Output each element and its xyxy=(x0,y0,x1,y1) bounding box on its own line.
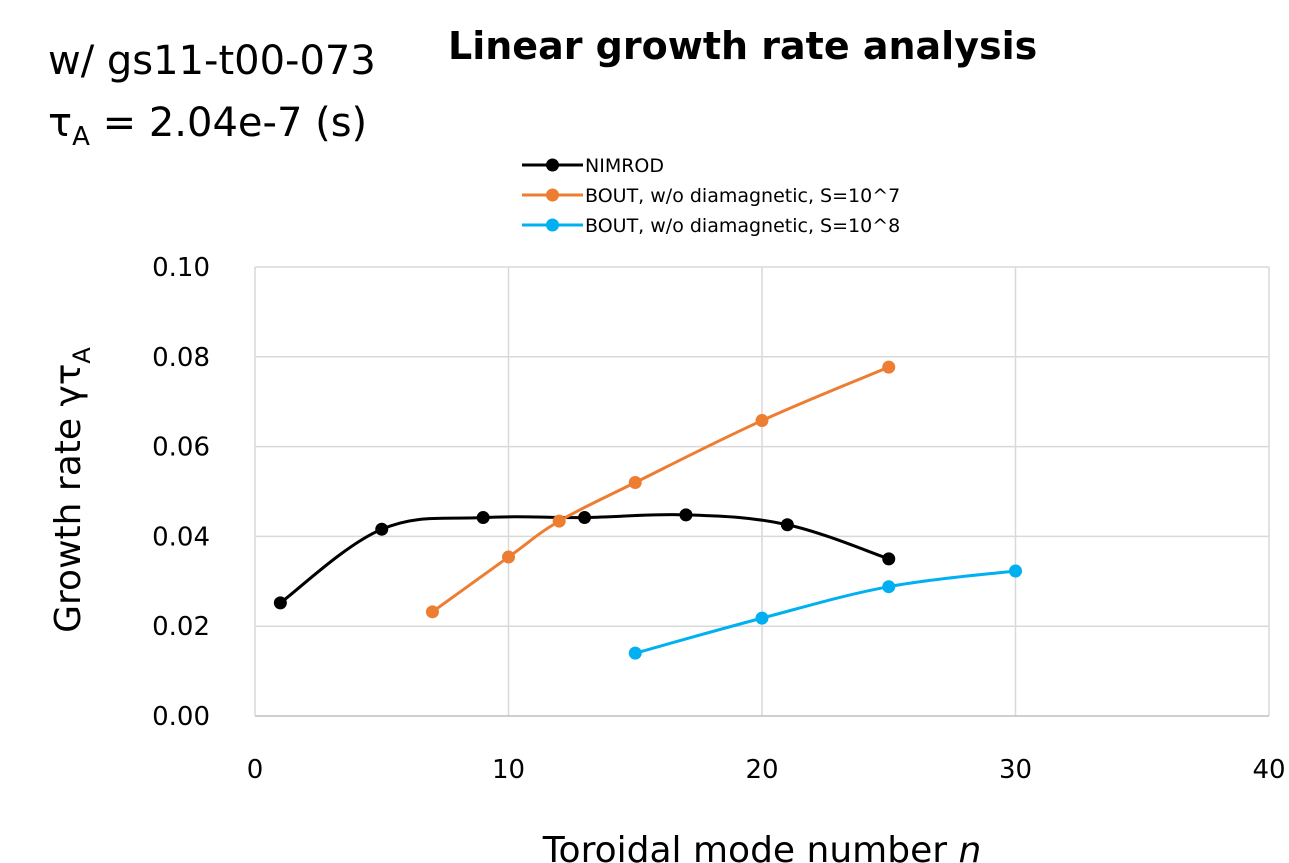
y-axis-title: Growth rate γτA xyxy=(48,347,96,633)
y-axis-title-text: Growth rate γτ xyxy=(48,364,89,633)
series-2-point xyxy=(882,360,896,374)
y-tick-label: 0.10 xyxy=(152,253,210,283)
series-2-point xyxy=(425,605,439,619)
series-2-point xyxy=(755,414,769,428)
series-2-point xyxy=(552,514,566,528)
legend-label-1: NIMROD xyxy=(585,155,664,177)
plot-area: 0.00 0.02 0.04 0.06 0.08 0.10 0 10 20 30 40 xyxy=(152,253,1285,785)
legend-label-2: BOUT, w/o diamagnetic, S=10^7 xyxy=(585,185,900,207)
legend-label-3: BOUT, w/o diamagnetic, S=10^8 xyxy=(585,215,900,237)
legend-marker-3 xyxy=(546,218,559,232)
tau-symbol: τ xyxy=(48,100,73,146)
tau-subscript: A xyxy=(72,122,90,152)
x-tick-label: 0 xyxy=(247,755,264,785)
series-2-point xyxy=(628,476,642,490)
x-axis-title-text: Toroidal mode number xyxy=(542,830,948,863)
x-tick-label: 10 xyxy=(492,755,525,785)
series-2-point xyxy=(502,550,515,564)
chart-title: Linear growth rate analysis xyxy=(448,24,1038,68)
series-1-point xyxy=(578,511,592,525)
series-3-point xyxy=(882,580,896,594)
series-1-point xyxy=(679,508,693,522)
series-line-3 xyxy=(634,569,1016,655)
series-1-point xyxy=(476,511,490,525)
legend: NIMROD BOUT, w/o diamagnetic, S=10^7 BOUT,… xyxy=(522,155,900,237)
x-tick-label: 40 xyxy=(1252,755,1285,785)
x-tick-label: 20 xyxy=(745,755,778,785)
series-line-1 xyxy=(279,513,890,605)
x-axis-title: Toroidal mode number n xyxy=(542,830,982,863)
series-1-point xyxy=(375,522,389,536)
series-3-point xyxy=(755,611,769,625)
legend-marker-2 xyxy=(546,188,559,202)
y-axis-title-subscript: A xyxy=(68,347,96,364)
run-label: w/ gs11-t00-073 xyxy=(48,38,376,84)
series-3-point xyxy=(1009,564,1022,578)
series-line-2 xyxy=(431,365,890,614)
series-1-point xyxy=(273,596,287,610)
y-tick-label: 0.06 xyxy=(152,433,210,463)
series-1-point xyxy=(882,552,896,566)
y-tick-label: 0.08 xyxy=(152,343,210,373)
y-tick-label: 0.04 xyxy=(152,522,210,552)
x-axis-variable: n xyxy=(958,830,981,863)
legend-marker-1 xyxy=(546,158,559,172)
series-3-point xyxy=(628,646,642,660)
series-1-point xyxy=(780,518,794,532)
y-tick-label: 0.00 xyxy=(152,702,210,732)
x-tick-label: 30 xyxy=(999,755,1032,785)
tau-label: τA = 2.04e-7 (s) xyxy=(48,100,367,152)
tau-value: = 2.04e-7 (s) xyxy=(89,100,368,146)
y-tick-label: 0.02 xyxy=(152,612,210,642)
